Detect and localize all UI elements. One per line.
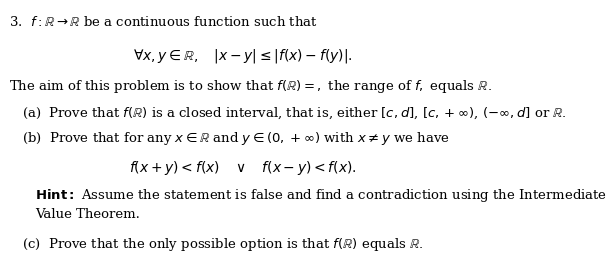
Text: (a)  Prove that $f(\mathbb{R})$ is a closed interval, that is, either $[c,d]$, $: (a) Prove that $f(\mathbb{R})$ is a clos… [22, 106, 566, 121]
Text: $f(x+y)<f(x)\quad\vee\quad f(x-y)<f(x).$: $f(x+y)<f(x)\quad\vee\quad f(x-y)<f(x).$ [129, 159, 357, 177]
Text: $\mathbf{Hint:}$ Assume the statement is false and find a contradiction using th: $\mathbf{Hint:}$ Assume the statement is… [35, 187, 607, 204]
Text: Value Theorem.: Value Theorem. [35, 208, 140, 221]
Text: $\forall x, y\in\mathbb{R},\quad |x-y|\leq|f(x)-f(y)|.$: $\forall x, y\in\mathbb{R},\quad |x-y|\l… [133, 47, 352, 66]
Text: 3.  $f:\mathbb{R}\rightarrow\mathbb{R}$ be a continuous function such that: 3. $f:\mathbb{R}\rightarrow\mathbb{R}$ b… [9, 15, 317, 29]
Text: (b)  Prove that for any $x\in\mathbb{R}$ and $y\in(0,+\infty)$ with $x\neq y$ we: (b) Prove that for any $x\in\mathbb{R}$ … [22, 130, 450, 147]
Text: The aim of this problem is to show that $f(\mathbb{R})=,$ the range of $f,$ equa: The aim of this problem is to show that … [9, 78, 491, 95]
Text: (c)  Prove that the only possible option is that $f(\mathbb{R})$ equals $\mathbb: (c) Prove that the only possible option … [22, 236, 423, 253]
